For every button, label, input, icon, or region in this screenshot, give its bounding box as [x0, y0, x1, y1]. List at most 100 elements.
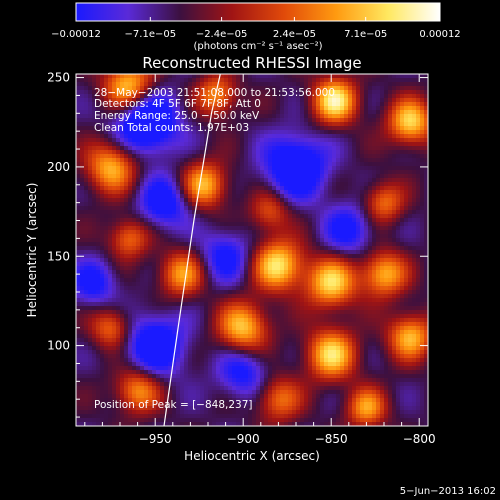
- heatmap-cell: [360, 78, 365, 83]
- heatmap-cell: [84, 258, 89, 263]
- heatmap-cell: [224, 290, 229, 295]
- heatmap-cell: [144, 238, 149, 243]
- heatmap-cell: [296, 222, 301, 227]
- heatmap-cell: [96, 266, 101, 271]
- heatmap-cell: [268, 94, 273, 99]
- heatmap-cell: [160, 130, 165, 135]
- heatmap-cell: [220, 158, 225, 163]
- heatmap-cell: [292, 218, 297, 223]
- heatmap-cell: [152, 278, 157, 283]
- heatmap-cell: [228, 278, 233, 283]
- heatmap-cell: [128, 146, 133, 151]
- heatmap-cell: [116, 126, 121, 131]
- heatmap-cell: [276, 238, 281, 243]
- heatmap-cell: [236, 134, 241, 139]
- heatmap-cell: [376, 74, 381, 79]
- heatmap-cell: [220, 266, 225, 271]
- heatmap-cell: [300, 266, 305, 271]
- heatmap-cell: [364, 190, 369, 195]
- heatmap-cell: [280, 170, 285, 175]
- heatmap-cell: [416, 266, 421, 271]
- heatmap-cell: [300, 286, 305, 291]
- heatmap-cell: [92, 86, 97, 91]
- heatmap-cell: [248, 186, 253, 191]
- heatmap-cell: [124, 182, 129, 187]
- heatmap-cell: [292, 154, 297, 159]
- heatmap-cell: [236, 110, 241, 115]
- heatmap-cell: [116, 138, 121, 143]
- heatmap-cell: [284, 206, 289, 211]
- heatmap-cell: [324, 282, 329, 287]
- heatmap-cell: [304, 230, 309, 235]
- heatmap-cell: [148, 190, 153, 195]
- heatmap-cell: [88, 106, 93, 111]
- heatmap-cell: [100, 206, 105, 211]
- heatmap-cell: [268, 118, 273, 123]
- heatmap-cell: [284, 86, 289, 91]
- heatmap-cell: [140, 218, 145, 223]
- heatmap-cell: [84, 298, 89, 303]
- heatmap-cell: [420, 218, 425, 223]
- heatmap-cell: [200, 202, 205, 207]
- heatmap-cell: [252, 262, 257, 267]
- heatmap-cell: [388, 270, 393, 275]
- heatmap-cell: [292, 238, 297, 243]
- heatmap-cell: [260, 90, 265, 95]
- heatmap-cell: [108, 182, 113, 187]
- heatmap-cell: [80, 130, 85, 135]
- heatmap-cell: [396, 182, 401, 187]
- heatmap-cell: [336, 170, 341, 175]
- heatmap-cell: [84, 290, 89, 295]
- heatmap-cell: [244, 162, 249, 167]
- heatmap-cell: [268, 134, 273, 139]
- heatmap-cell: [148, 266, 153, 271]
- heatmap-cell: [120, 294, 125, 299]
- heatmap-cell: [296, 138, 301, 143]
- heatmap-cell: [264, 218, 269, 223]
- heatmap-cell: [384, 266, 389, 271]
- heatmap-cell: [420, 98, 425, 103]
- heatmap-cell: [308, 230, 313, 235]
- heatmap-cell: [144, 78, 149, 83]
- heatmap-cell: [80, 118, 85, 123]
- heatmap-cell: [312, 258, 317, 263]
- heatmap-cell: [284, 154, 289, 159]
- heatmap-cell: [268, 166, 273, 171]
- heatmap-cell: [264, 90, 269, 95]
- heatmap-cell: [376, 146, 381, 151]
- heatmap-cell: [236, 186, 241, 191]
- heatmap-cell: [108, 250, 113, 255]
- heatmap-cell: [360, 246, 365, 251]
- heatmap-cell: [76, 110, 81, 115]
- heatmap-cell: [232, 94, 237, 99]
- heatmap-cell: [196, 218, 201, 223]
- heatmap-cell: [156, 190, 161, 195]
- heatmap-cell: [160, 90, 165, 95]
- heatmap-cell: [276, 106, 281, 111]
- heatmap-cell: [420, 134, 425, 139]
- heatmap-cell: [240, 74, 245, 79]
- heatmap-cell: [320, 110, 325, 115]
- heatmap-cell: [244, 242, 249, 247]
- heatmap-cell: [268, 74, 273, 79]
- heatmap-cell: [156, 174, 161, 179]
- heatmap-cell: [120, 162, 125, 167]
- heatmap-cell: [312, 126, 317, 131]
- heatmap-cell: [372, 146, 377, 151]
- heatmap-cell: [272, 130, 277, 135]
- heatmap-cell: [396, 178, 401, 183]
- heatmap-cell: [260, 78, 265, 83]
- heatmap-cell: [396, 210, 401, 215]
- heatmap-cell: [304, 238, 309, 243]
- heatmap-cell: [104, 86, 109, 91]
- heatmap-cell: [312, 118, 317, 123]
- heatmap-cell: [160, 122, 165, 127]
- heatmap-cell: [236, 146, 241, 151]
- heatmap-cell: [316, 210, 321, 215]
- heatmap-cell: [404, 134, 409, 139]
- heatmap-cell: [132, 198, 137, 203]
- heatmap-cell: [416, 218, 421, 223]
- heatmap-cell: [364, 230, 369, 235]
- heatmap-cell: [396, 102, 401, 107]
- heatmap-cell: [128, 262, 133, 267]
